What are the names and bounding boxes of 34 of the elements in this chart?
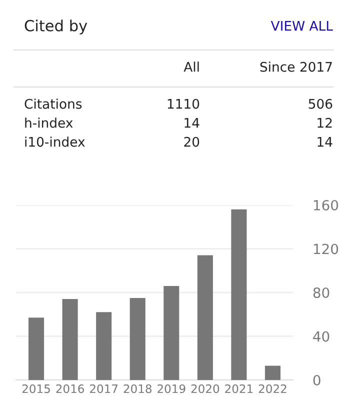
bar xyxy=(264,366,280,380)
x-tick-label: 2016 xyxy=(56,384,84,394)
x-tick-label: 2022 xyxy=(258,384,286,394)
text: Cited by xyxy=(24,20,88,34)
y-tick-label: 0 xyxy=(313,374,320,386)
bar xyxy=(96,312,112,380)
bar xyxy=(28,318,44,380)
data-label: 12 xyxy=(318,118,332,128)
text: Since 2017 xyxy=(260,62,332,72)
x-tick-label: 2019 xyxy=(158,384,186,394)
data-label: 14 xyxy=(318,137,332,147)
bar xyxy=(197,255,213,380)
y-tick-label: 40 xyxy=(313,331,330,342)
category-label: h-index xyxy=(25,118,73,128)
bar xyxy=(130,298,146,380)
x-tick-label: 2017 xyxy=(90,384,118,394)
x-tick-label: 2021 xyxy=(225,384,253,394)
x-tick-label: 2020 xyxy=(191,384,220,394)
category-label: i10-index xyxy=(25,136,85,147)
x-tick-label: 2015 xyxy=(22,384,50,394)
data-label: 1110 xyxy=(168,98,200,109)
y-tick-label: 120 xyxy=(314,244,338,254)
data-label: 506 xyxy=(308,98,332,109)
x-tick-label: 2018 xyxy=(124,384,152,394)
data-label: 14 xyxy=(184,118,200,128)
y-tick-label: 160 xyxy=(314,200,338,210)
bar xyxy=(231,209,247,380)
text: VIEW ALL xyxy=(270,21,333,31)
text: All xyxy=(184,62,199,72)
data-label: 20 xyxy=(184,136,200,147)
category-label: Citations xyxy=(24,98,82,109)
y-tick-label: 80 xyxy=(313,287,330,298)
bar xyxy=(62,299,78,380)
bar xyxy=(164,286,180,380)
